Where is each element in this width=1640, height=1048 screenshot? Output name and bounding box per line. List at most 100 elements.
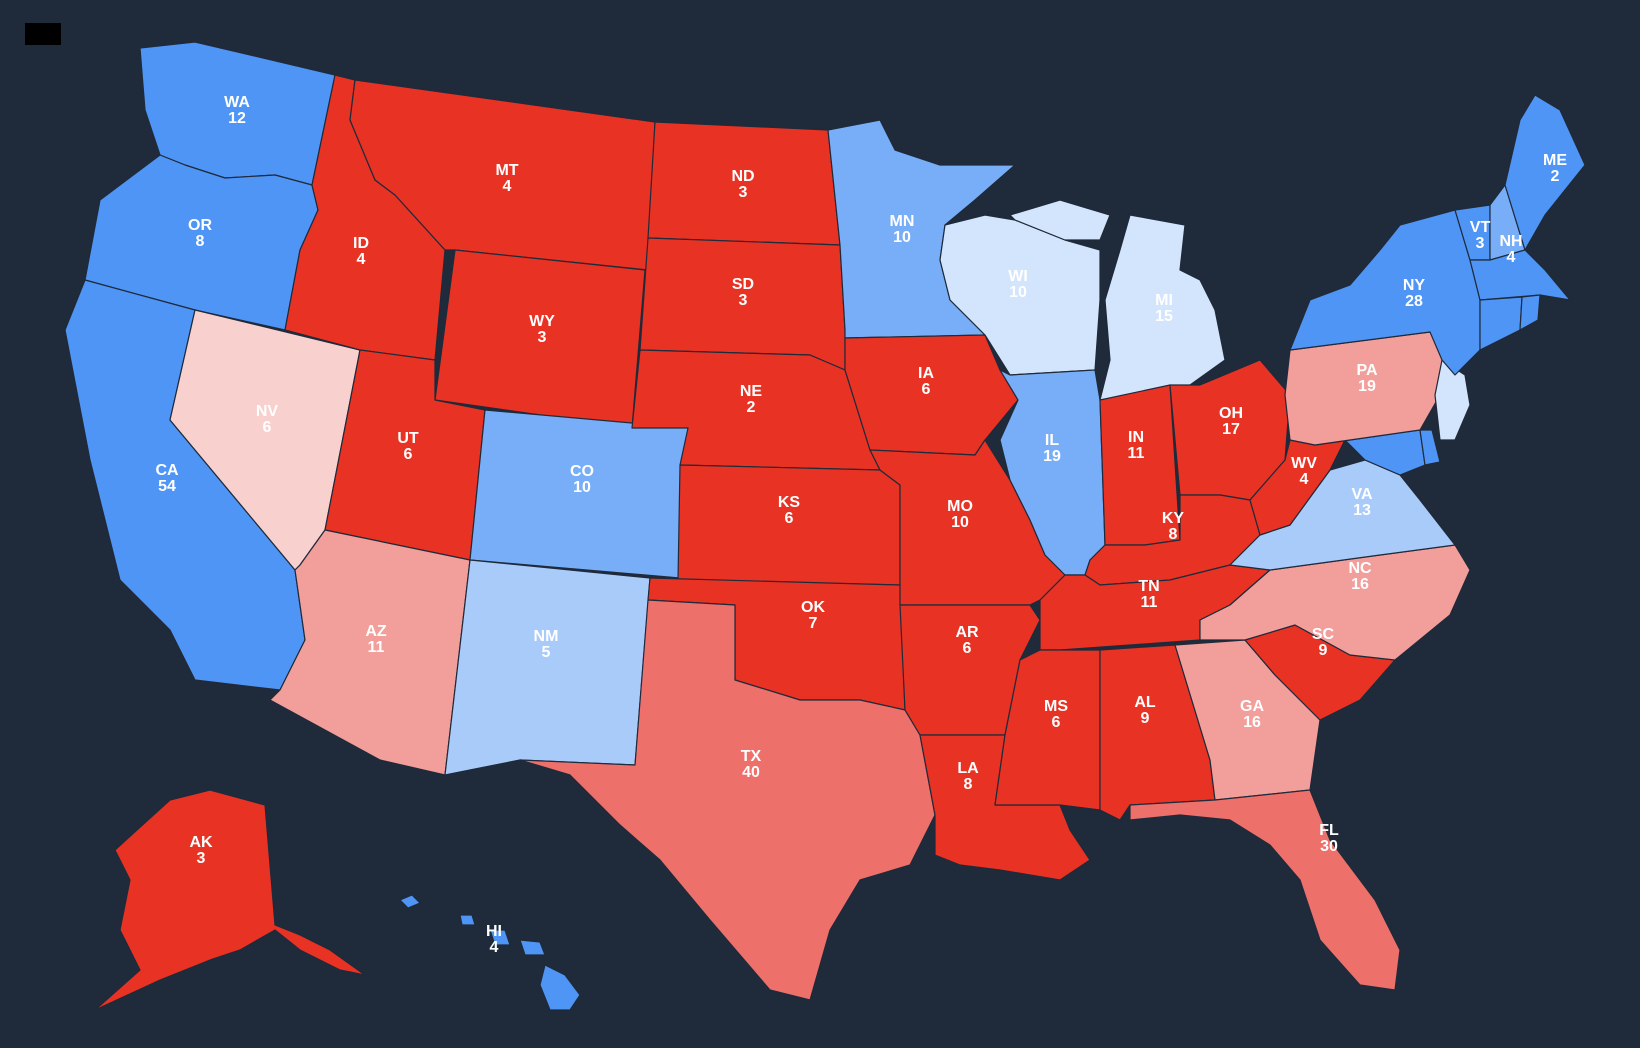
state-label-AK: AK 3 [189, 834, 213, 867]
state-abbr-IL: IL [1045, 432, 1059, 449]
state-abbr-LA: LA [957, 760, 979, 777]
state-label-AL: AL 9 [1134, 694, 1156, 727]
state-votes-TN: 11 [1141, 594, 1158, 611]
state-abbr-MI: MI [1155, 292, 1173, 309]
state-ME[interactable] [1504, 94, 1586, 251]
state-abbr-NY: NY [1403, 277, 1426, 294]
state-votes-ID: 4 [357, 251, 366, 268]
state-MI[interactable] [1009, 199, 1226, 401]
state-abbr-GA: GA [1240, 698, 1264, 715]
state-abbr-IN: IN [1128, 429, 1144, 446]
state-label-KY: KY 8 [1162, 510, 1185, 543]
state-votes-CA: 54 [158, 478, 176, 495]
state-label-FL: FL 30 [1319, 822, 1339, 855]
state-abbr-CO: CO [570, 463, 594, 480]
state-votes-AK: 3 [197, 850, 206, 867]
state-abbr-AK: AK [189, 834, 213, 851]
state-abbr-AL: AL [1134, 694, 1156, 711]
state-DE[interactable] [1419, 429, 1441, 466]
state-WI[interactable] [939, 214, 1101, 376]
state-votes-GA: 16 [1243, 714, 1261, 731]
state-label-NE: NE 2 [740, 383, 763, 416]
state-abbr-NM: NM [534, 628, 559, 645]
state-votes-MS: 6 [1052, 714, 1061, 731]
state-abbr-KS: KS [778, 494, 801, 511]
state-label-ID: ID 4 [353, 235, 369, 268]
state-abbr-MS: MS [1044, 698, 1068, 715]
state-label-WY: WY 3 [529, 313, 555, 346]
state-label-KS: KS 6 [778, 494, 801, 527]
state-votes-PA: 19 [1358, 378, 1376, 395]
state-RI[interactable] [1519, 294, 1541, 331]
state-votes-WI: 10 [1009, 284, 1027, 301]
state-AK[interactable] [94, 789, 366, 1011]
state-abbr-CA: CA [155, 462, 179, 479]
state-votes-UT: 6 [404, 446, 413, 463]
state-votes-OH: 17 [1222, 421, 1240, 438]
state-label-CO: CO 10 [570, 463, 594, 496]
state-abbr-SD: SD [732, 276, 754, 293]
state-label-TN: TN 11 [1138, 578, 1159, 611]
state-votes-IA: 6 [922, 381, 931, 398]
state-abbr-MT: MT [495, 162, 518, 179]
state-label-MN: MN 10 [890, 213, 915, 246]
state-label-LA: LA 8 [957, 760, 979, 793]
state-votes-AL: 9 [1141, 710, 1150, 727]
state-abbr-WI: WI [1008, 268, 1028, 285]
state-NJ[interactable] [1434, 359, 1471, 441]
state-label-NV: NV 6 [256, 403, 279, 436]
state-abbr-PA: PA [1356, 362, 1377, 379]
state-votes-MI: 15 [1155, 308, 1173, 325]
state-abbr-TN: TN [1138, 578, 1159, 595]
state-label-OR: OR 8 [188, 217, 212, 250]
state-TX[interactable] [519, 599, 936, 1001]
state-label-ME: ME 2 [1543, 152, 1567, 185]
state-votes-CO: 10 [573, 479, 591, 496]
state-votes-WV: 4 [1300, 471, 1309, 488]
state-votes-HI: 4 [490, 939, 499, 956]
state-votes-KY: 8 [1169, 526, 1178, 543]
state-abbr-TX: TX [741, 748, 762, 765]
state-label-IA: IA 6 [918, 365, 934, 398]
state-label-NM: NM 5 [534, 628, 559, 661]
state-abbr-SC: SC [1312, 626, 1335, 643]
state-NM[interactable] [444, 559, 651, 776]
state-label-NY: NY 28 [1403, 277, 1426, 310]
state-label-AR: AR 6 [955, 624, 979, 657]
state-abbr-WY: WY [529, 313, 555, 330]
state-abbr-OR: OR [188, 217, 212, 234]
state-abbr-WV: WV [1291, 455, 1317, 472]
state-label-NH: NH 4 [1499, 233, 1522, 266]
state-label-VA: VA 13 [1351, 486, 1372, 519]
state-abbr-NC: NC [1348, 560, 1372, 577]
state-votes-ME: 2 [1551, 168, 1560, 185]
state-votes-MN: 10 [893, 229, 911, 246]
state-abbr-IA: IA [918, 365, 934, 382]
state-votes-NV: 6 [263, 419, 272, 436]
state-votes-NY: 28 [1405, 293, 1423, 310]
state-abbr-AR: AR [955, 624, 979, 641]
state-NC[interactable] [1199, 544, 1471, 661]
state-label-IN: IN 11 [1128, 429, 1145, 462]
state-votes-ND: 3 [739, 184, 748, 201]
state-IA[interactable] [844, 334, 1019, 456]
state-votes-OK: 7 [809, 615, 818, 632]
state-label-WA: WA 12 [224, 94, 250, 127]
state-votes-NC: 16 [1351, 576, 1369, 593]
state-label-WV: WV 4 [1291, 455, 1317, 488]
state-HI[interactable] [399, 894, 581, 1011]
state-abbr-NV: NV [256, 403, 279, 420]
state-label-AZ: AZ 11 [365, 623, 387, 656]
state-CT[interactable] [1479, 296, 1523, 351]
state-label-SD: SD 3 [732, 276, 754, 309]
state-abbr-MN: MN [890, 213, 915, 230]
state-votes-SD: 3 [739, 292, 748, 309]
state-FL[interactable] [1129, 789, 1401, 991]
state-abbr-NE: NE [740, 383, 763, 400]
state-label-HI: HI 4 [486, 923, 502, 956]
state-votes-AR: 6 [963, 640, 972, 657]
state-abbr-AZ: AZ [365, 623, 387, 640]
corner-box [25, 23, 61, 45]
state-label-NC: NC 16 [1348, 560, 1372, 593]
state-abbr-NH: NH [1499, 233, 1522, 250]
